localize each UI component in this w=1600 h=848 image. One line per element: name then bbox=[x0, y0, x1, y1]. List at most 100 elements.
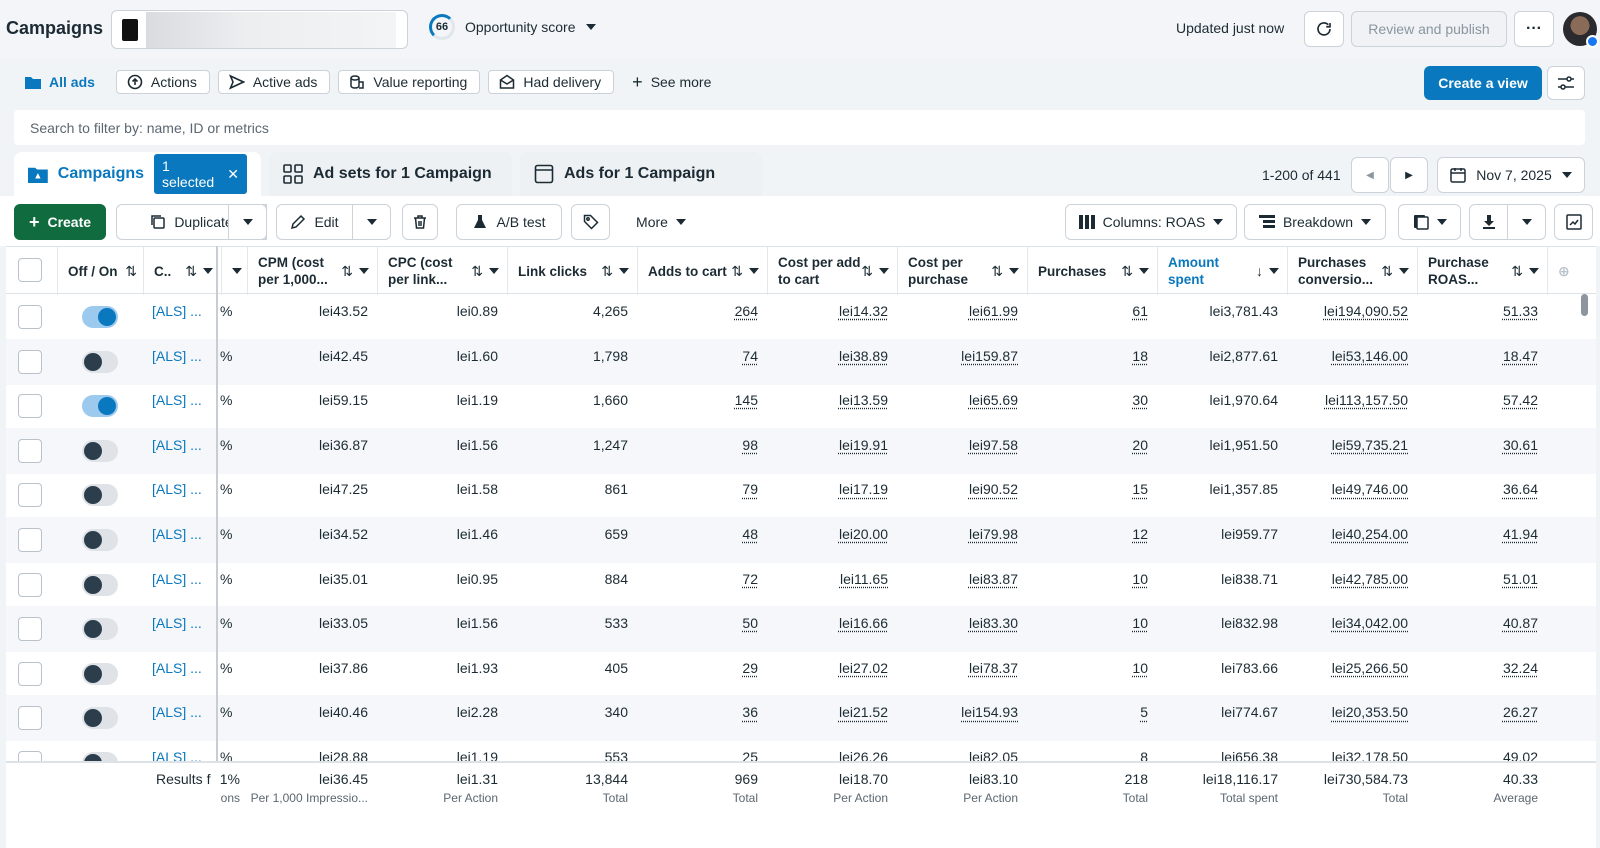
previous-page-button[interactable]: ◀ bbox=[1351, 157, 1389, 193]
cell-cost-per-purchase[interactable]: lei83.87 bbox=[968, 570, 1018, 587]
edit-menu-button[interactable] bbox=[352, 204, 391, 240]
view-settings-button[interactable] bbox=[1547, 66, 1585, 100]
delivery-toggle[interactable] bbox=[82, 707, 118, 730]
cell-adds-to-cart[interactable]: 79 bbox=[742, 481, 758, 498]
row-checkbox[interactable] bbox=[18, 483, 42, 508]
chevron-down-icon[interactable] bbox=[749, 268, 759, 274]
cell-purchases[interactable]: 12 bbox=[1132, 526, 1148, 542]
cell-purchase-roas[interactable]: 32.24 bbox=[1502, 659, 1538, 676]
more-menu-button[interactable]: More bbox=[624, 204, 698, 240]
cell-purchases-conversion[interactable]: lei194,090.52 bbox=[1323, 303, 1408, 319]
cell-purchase-roas[interactable]: 30.61 bbox=[1502, 436, 1538, 453]
chevron-down-icon[interactable] bbox=[1139, 268, 1149, 274]
sort-desc-icon[interactable]: ↓ bbox=[1256, 262, 1263, 279]
chevron-down-icon[interactable] bbox=[489, 268, 499, 274]
cell-adds-to-cart[interactable]: 74 bbox=[742, 347, 758, 364]
campaign-name-link[interactable]: [ALS] ... bbox=[152, 615, 202, 632]
sort-icon[interactable]: ⇅ bbox=[601, 262, 613, 279]
row-checkbox[interactable] bbox=[18, 349, 42, 374]
delivery-toggle[interactable] bbox=[82, 395, 118, 418]
add-column[interactable]: ⊕ bbox=[1548, 247, 1588, 295]
chevron-down-icon[interactable] bbox=[1529, 268, 1539, 274]
delivery-toggle[interactable] bbox=[82, 662, 118, 685]
refresh-button[interactable] bbox=[1304, 11, 1344, 47]
cell-purchases[interactable]: 8 bbox=[1140, 749, 1148, 765]
cell-cost-per-purchase[interactable]: lei78.37 bbox=[968, 659, 1018, 676]
account-selector[interactable] bbox=[111, 10, 408, 49]
sort-icon[interactable]: ⇅ bbox=[991, 262, 1003, 279]
cell-purchase-roas[interactable]: 51.33 bbox=[1502, 303, 1538, 319]
table-row[interactable]: [ALS] ...% lei34.52 lei1.46 659 48 lei20.00 le… bbox=[6, 517, 1596, 563]
cell-cost-per-add-to-cart[interactable]: lei20.00 bbox=[838, 526, 888, 542]
cell-adds-to-cart[interactable]: 36 bbox=[742, 704, 758, 721]
cell-purchase-roas[interactable]: 41.94 bbox=[1502, 526, 1538, 542]
vertical-scrollbar[interactable] bbox=[1581, 294, 1588, 316]
col-cpm[interactable]: CPM (cost per 1,000... ⇅ bbox=[248, 247, 378, 295]
col-hidden[interactable] bbox=[222, 247, 248, 295]
sort-icon[interactable]: ⇅ bbox=[125, 262, 137, 279]
cell-cost-per-add-to-cart[interactable]: lei27.02 bbox=[838, 659, 888, 676]
view-had-delivery[interactable]: Had delivery bbox=[488, 70, 615, 94]
see-more-button[interactable]: + See more bbox=[622, 70, 723, 94]
reports-button[interactable] bbox=[1398, 204, 1461, 240]
sort-icon[interactable]: ⇅ bbox=[1511, 262, 1523, 279]
cell-cost-per-add-to-cart[interactable]: lei21.52 bbox=[838, 704, 888, 721]
campaign-name-link[interactable]: [ALS] ... bbox=[152, 481, 202, 498]
cell-purchase-roas[interactable]: 18.47 bbox=[1502, 347, 1538, 364]
campaign-name-link[interactable]: [ALS] ... bbox=[152, 570, 202, 587]
cell-purchases-conversion[interactable]: lei49,746.00 bbox=[1331, 481, 1408, 498]
col-cost-per-purchase[interactable]: Cost per purchase ⇅ bbox=[898, 247, 1028, 295]
cell-purchase-roas[interactable]: 40.87 bbox=[1502, 615, 1538, 632]
chevron-down-icon[interactable] bbox=[232, 268, 242, 274]
close-icon[interactable]: ✕ bbox=[227, 165, 239, 182]
col-name[interactable]: C.. ⇅ bbox=[144, 247, 222, 295]
cell-cost-per-add-to-cart[interactable]: lei11.65 bbox=[839, 570, 888, 587]
create-view-button[interactable]: Create a view bbox=[1424, 66, 1542, 100]
review-and-publish-button[interactable]: Review and publish bbox=[1351, 11, 1507, 47]
export-button[interactable] bbox=[1469, 204, 1508, 240]
cell-purchases[interactable]: 61 bbox=[1132, 303, 1148, 319]
chevron-down-icon[interactable] bbox=[359, 268, 369, 274]
campaign-name-link[interactable]: [ALS] ... bbox=[152, 436, 202, 453]
col-purchases-conversion[interactable]: Purchases conversio... ⇅ bbox=[1288, 247, 1418, 295]
cell-purchases-conversion[interactable]: lei53,146.00 bbox=[1331, 347, 1408, 364]
charts-button[interactable] bbox=[1554, 204, 1593, 240]
next-page-button[interactable]: ▶ bbox=[1390, 157, 1428, 193]
export-menu-button[interactable] bbox=[1507, 204, 1546, 240]
cell-purchases-conversion[interactable]: lei40,254.00 bbox=[1331, 526, 1408, 542]
cell-adds-to-cart[interactable]: 264 bbox=[734, 303, 758, 319]
table-row[interactable]: [ALS] ...% lei36.87 lei1.56 1,247 98 lei19.91… bbox=[6, 427, 1596, 474]
col-off-on[interactable]: Off / On ⇅ bbox=[58, 247, 144, 295]
breakdown-button[interactable]: Breakdown bbox=[1244, 204, 1386, 240]
cell-purchases[interactable]: 20 bbox=[1132, 436, 1148, 453]
chevron-down-icon[interactable] bbox=[879, 268, 889, 274]
cell-purchases-conversion[interactable]: lei59,735.21 bbox=[1331, 436, 1408, 453]
cell-purchases[interactable]: 5 bbox=[1140, 704, 1148, 721]
delivery-toggle[interactable] bbox=[82, 439, 118, 462]
row-checkbox[interactable] bbox=[18, 394, 42, 419]
cell-cost-per-purchase[interactable]: lei79.98 bbox=[968, 526, 1018, 542]
sort-icon[interactable]: ⇅ bbox=[185, 262, 197, 279]
sort-icon[interactable]: ⇅ bbox=[861, 262, 873, 279]
row-checkbox[interactable] bbox=[18, 661, 42, 686]
row-checkbox[interactable] bbox=[18, 438, 42, 463]
chevron-down-icon[interactable] bbox=[1269, 268, 1279, 274]
cell-purchase-roas[interactable]: 51.01 bbox=[1502, 570, 1538, 587]
col-adds-to-cart[interactable]: Adds to cart ⇅ bbox=[638, 247, 768, 295]
cell-purchases-conversion[interactable]: lei20,353.50 bbox=[1331, 704, 1408, 721]
row-checkbox[interactable] bbox=[18, 305, 42, 329]
ab-test-button[interactable]: A/B test bbox=[456, 204, 562, 240]
chevron-down-icon[interactable] bbox=[203, 268, 213, 274]
view-actions[interactable]: Actions bbox=[115, 70, 210, 94]
view-all-ads[interactable]: All ads bbox=[14, 70, 108, 94]
view-active-ads[interactable]: Active ads bbox=[217, 70, 331, 94]
cell-cost-per-add-to-cart[interactable]: lei16.66 bbox=[838, 615, 888, 632]
delivery-toggle[interactable] bbox=[82, 573, 118, 596]
cell-purchases[interactable]: 15 bbox=[1132, 481, 1148, 498]
cell-purchase-roas[interactable]: 57.42 bbox=[1502, 392, 1538, 409]
cell-purchases[interactable]: 30 bbox=[1132, 392, 1148, 409]
cell-cost-per-add-to-cart[interactable]: lei14.32 bbox=[838, 303, 888, 319]
campaign-name-link[interactable]: [ALS] ... bbox=[152, 659, 202, 676]
cell-purchase-roas[interactable]: 36.64 bbox=[1502, 481, 1538, 498]
cell-purchases[interactable]: 10 bbox=[1132, 659, 1148, 676]
